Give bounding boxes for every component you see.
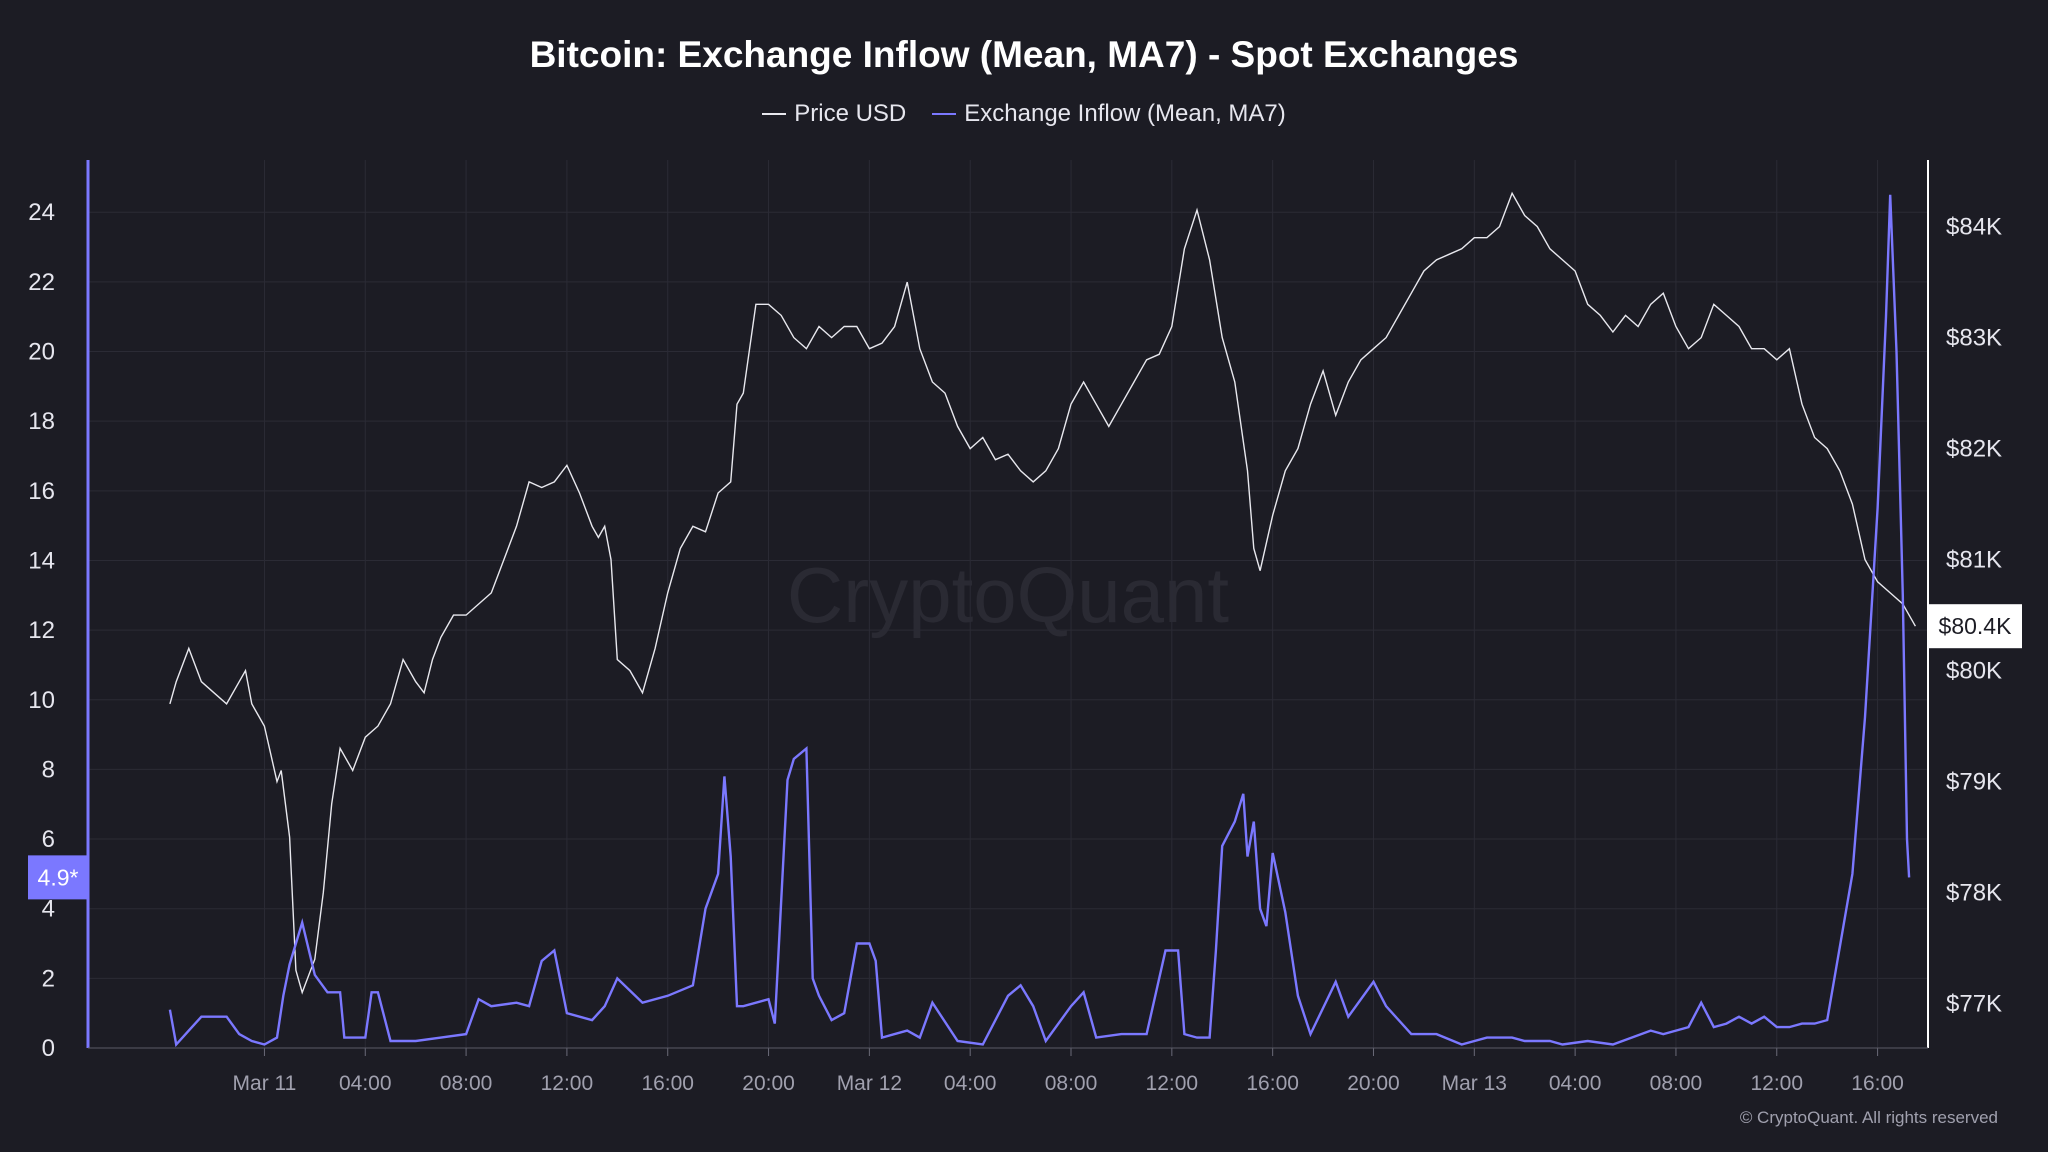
x-tick-label: 04:00	[1549, 1072, 1602, 1095]
y-left-tick-label: 22	[28, 269, 55, 296]
legend-swatch-price	[762, 113, 787, 115]
left-value-badge	[28, 855, 88, 900]
y-left-tick-label: 2	[42, 965, 55, 992]
y-right-tick-label: $79K	[1946, 769, 2002, 796]
x-tick-label: 16:00	[1246, 1072, 1299, 1095]
legend-label-price: Price USD	[794, 100, 907, 127]
y-right-tick-label: $82K	[1946, 436, 2002, 463]
x-tick-label: 08:00	[1650, 1072, 1703, 1095]
x-tick-label: 08:00	[1045, 1072, 1098, 1095]
y-right-tick-label: $84K	[1946, 214, 2002, 241]
y-left-tick-label: 20	[28, 339, 55, 366]
series-line-price	[169, 191, 1917, 995]
x-tick-label: Mar 13	[1442, 1072, 1507, 1095]
x-tick-label: 12:00	[1146, 1072, 1199, 1095]
y-left-tick-label: 4	[42, 896, 55, 923]
legend: Price USD Exchange Inflow (Mean, MA7)	[0, 100, 2048, 128]
x-tick-label: 12:00	[541, 1072, 594, 1095]
y-left-tick-label: 0	[42, 1035, 55, 1062]
x-tick-label: Mar 12	[837, 1072, 902, 1095]
y-left-tick-label: 24	[28, 199, 55, 226]
x-tick-label: 12:00	[1750, 1072, 1803, 1095]
y-right-tick-label: $81K	[1946, 547, 2002, 574]
y-left-tick-label: 14	[28, 547, 55, 574]
copyright-footer: © CryptoQuant. All rights reserved	[1739, 1108, 1998, 1127]
right-value-badge	[1928, 604, 2022, 649]
series-line-inflow	[168, 194, 1911, 1048]
chart-title: Bitcoin: Exchange Inflow (Mean, MA7) - S…	[529, 34, 1519, 75]
y-left-tick-label: 16	[28, 478, 55, 505]
legend-label-inflow: Exchange Inflow (Mean, MA7)	[964, 100, 1286, 127]
y-left-tick-label: 18	[28, 408, 55, 435]
x-tick-label: Mar 11	[233, 1072, 297, 1095]
x-tick-label: 20:00	[1347, 1072, 1400, 1095]
y-right-tick-label: $83K	[1946, 325, 2002, 352]
x-tick-label: 04:00	[339, 1072, 392, 1095]
y-right-tick-label: $77K	[1946, 991, 2002, 1018]
x-tick-label: 16:00	[641, 1072, 694, 1095]
legend-swatch-inflow	[932, 113, 957, 115]
y-left-tick-label: 10	[28, 687, 55, 714]
y-left-tick-label: 12	[28, 617, 55, 644]
x-tick-label: 04:00	[944, 1072, 997, 1095]
x-tick-label: 08:00	[440, 1072, 493, 1095]
x-tick-label: 20:00	[742, 1072, 795, 1095]
left-value-badge-label: 4.9*	[38, 864, 79, 890]
x-tick-label: 16:00	[1851, 1072, 1904, 1095]
y-right-tick-label: $78K	[1946, 880, 2002, 907]
legend-item-price[interactable]: Price USD	[762, 100, 906, 128]
y-left-tick-label: 8	[42, 756, 55, 783]
right-value-badge-label: $80.4K	[1939, 613, 2013, 639]
y-left-tick-label: 6	[42, 826, 55, 853]
watermark: CryptoQuant	[787, 551, 1230, 639]
y-right-tick-label: $80K	[1946, 658, 2002, 685]
legend-item-inflow[interactable]: Exchange Inflow (Mean, MA7)	[932, 100, 1286, 128]
